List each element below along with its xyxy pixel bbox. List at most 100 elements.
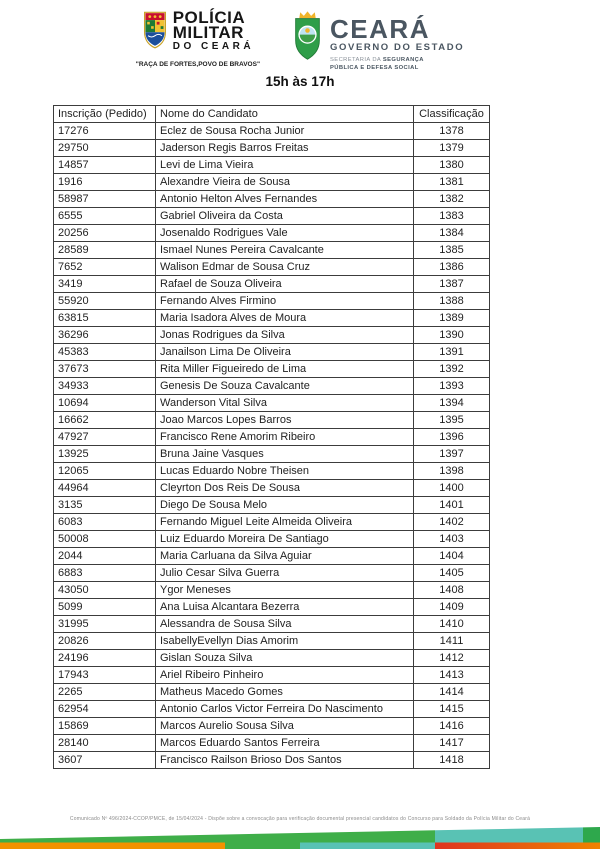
table-row: 16662 Joao Marcos Lopes Barros 1395 (53, 411, 490, 429)
table-body: 17276 Eclez de Sousa Rocha Junior 1378 2… (53, 122, 490, 769)
cell-nome: Alexandre Vieira de Sousa (155, 173, 414, 191)
cell-nome: Ismael Nunes Pereira Cavalcante (155, 241, 414, 259)
table-row: 29750 Jaderson Regis Barros Freitas 1379 (53, 139, 490, 157)
cell-inscricao: 24196 (53, 649, 156, 667)
cell-nome: Alessandra de Sousa Silva (155, 615, 414, 633)
cell-inscricao: 3419 (53, 275, 156, 293)
cell-inscricao: 34933 (53, 377, 156, 395)
table-row: 62954 Antonio Carlos Victor Ferreira Do … (53, 700, 490, 718)
cell-inscricao: 28140 (53, 734, 156, 752)
cell-nome: Wanderson Vital Silva (155, 394, 414, 412)
table-row: 20256 Josenaldo Rodrigues Vale 1384 (53, 224, 490, 242)
table-row: 28140 Marcos Eduardo Santos Ferreira 141… (53, 734, 490, 752)
cell-nome: Josenaldo Rodrigues Vale (155, 224, 414, 242)
table-row: 31995 Alessandra de Sousa Silva 1410 (53, 615, 490, 633)
table-row: 34933 Genesis De Souza Cavalcante 1393 (53, 377, 490, 395)
cell-nome: Luiz Eduardo Moreira De Santiago (155, 530, 414, 548)
cell-classificacao: 1379 (413, 139, 490, 157)
cell-nome: Lucas Eduardo Nobre Theisen (155, 462, 414, 480)
cell-nome: Ariel Ribeiro Pinheiro (155, 666, 414, 684)
cell-nome: Antonio Helton Alves Fernandes (155, 190, 414, 208)
cell-classificacao: 1393 (413, 377, 490, 395)
cell-classificacao: 1390 (413, 326, 490, 344)
table-row: 3419 Rafael de Souza Oliveira 1387 (53, 275, 490, 293)
cell-nome: Cleyrton Dos Reis De Sousa (155, 479, 414, 497)
pmce-logo-block: POLÍCIA MILITAR DO CEARÁ "RAÇA DE FORTES… (136, 8, 260, 68)
col-header-classificacao: Classificação (413, 105, 490, 123)
cell-inscricao: 14857 (53, 156, 156, 174)
pmce-motto: "RAÇA DE FORTES,POVO DE BRAVOS" (135, 61, 261, 68)
cell-classificacao: 1405 (413, 564, 490, 582)
cell-classificacao: 1385 (413, 241, 490, 259)
table-header-row: Inscrição (Pedido) Nome do Candidato Cla… (53, 105, 490, 123)
cell-nome: Walison Edmar de Sousa Cruz (155, 258, 414, 276)
cell-classificacao: 1410 (413, 615, 490, 633)
cell-classificacao: 1418 (413, 751, 490, 769)
table-row: 7652 Walison Edmar de Sousa Cruz 1386 (53, 258, 490, 276)
cell-nome: Antonio Carlos Victor Ferreira Do Nascim… (155, 700, 414, 718)
ceara-shield-icon (292, 8, 323, 68)
cell-inscricao: 28589 (53, 241, 156, 259)
cell-inscricao: 6883 (53, 564, 156, 582)
ceara-title: CEARÁ (330, 14, 430, 44)
cell-nome: IsabellyEvellyn Dias Amorim (155, 632, 414, 650)
cell-inscricao: 43050 (53, 581, 156, 599)
cell-classificacao: 1398 (413, 462, 490, 480)
cell-classificacao: 1382 (413, 190, 490, 208)
table-row: 3135 Diego De Sousa Melo 1401 (53, 496, 490, 514)
table-row: 10694 Wanderson Vital Silva 1394 (53, 394, 490, 412)
table-row: 2265 Matheus Macedo Gomes 1414 (53, 683, 490, 701)
cell-classificacao: 1381 (413, 173, 490, 191)
table-row: 14857 Levi de Lima Vieira 1380 (53, 156, 490, 174)
cell-inscricao: 17943 (53, 666, 156, 684)
cell-inscricao: 55920 (53, 292, 156, 310)
candidates-table: Inscrição (Pedido) Nome do Candidato Cla… (53, 105, 490, 769)
table-row: 44964 Cleyrton Dos Reis De Sousa 1400 (53, 479, 490, 497)
table-row: 55920 Fernando Alves Firmino 1388 (53, 292, 490, 310)
cell-classificacao: 1411 (413, 632, 490, 650)
col-header-nome: Nome do Candidato (155, 105, 414, 123)
cell-inscricao: 16662 (53, 411, 156, 429)
table-row: 2044 Maria Carluana da Silva Aguiar 1404 (53, 547, 490, 565)
cell-inscricao: 3135 (53, 496, 156, 514)
cell-inscricao: 20256 (53, 224, 156, 242)
cell-nome: Marcos Aurelio Sousa Silva (155, 717, 414, 735)
cell-nome: Marcos Eduardo Santos Ferreira (155, 734, 414, 752)
cell-inscricao: 37673 (53, 360, 156, 378)
cell-nome: Matheus Macedo Gomes (155, 683, 414, 701)
table-row: 24196 Gislan Souza Silva 1412 (53, 649, 490, 667)
cell-classificacao: 1404 (413, 547, 490, 565)
cell-inscricao: 31995 (53, 615, 156, 633)
cell-nome: Bruna Jaine Vasques (155, 445, 414, 463)
table-row: 12065 Lucas Eduardo Nobre Theisen 1398 (53, 462, 490, 480)
col-header-inscricao: Inscrição (Pedido) (53, 105, 156, 123)
cell-inscricao: 6083 (53, 513, 156, 531)
table-row: 37673 Rita Miller Figueiredo de Lima 139… (53, 360, 490, 378)
table-row: 63815 Maria Isadora Alves de Moura 1389 (53, 309, 490, 327)
cell-classificacao: 1383 (413, 207, 490, 225)
table-row: 6083 Fernando Miguel Leite Almeida Olive… (53, 513, 490, 531)
table-row: 3607 Francisco Railson Brioso Dos Santos… (53, 751, 490, 769)
table-row: 43050 Ygor Meneses 1408 (53, 581, 490, 599)
cell-inscricao: 1916 (53, 173, 156, 191)
cell-nome: Gislan Souza Silva (155, 649, 414, 667)
cell-nome: Maria Carluana da Silva Aguiar (155, 547, 414, 565)
footer-color-bands (0, 825, 600, 849)
cell-classificacao: 1391 (413, 343, 490, 361)
table-row: 28589 Ismael Nunes Pereira Cavalcante 13… (53, 241, 490, 259)
cell-nome: Joao Marcos Lopes Barros (155, 411, 414, 429)
cell-inscricao: 58987 (53, 190, 156, 208)
cell-nome: Diego De Sousa Melo (155, 496, 414, 514)
cell-inscricao: 50008 (53, 530, 156, 548)
cell-classificacao: 1392 (413, 360, 490, 378)
cell-classificacao: 1397 (413, 445, 490, 463)
pmce-crest-icon (142, 8, 168, 58)
cell-classificacao: 1401 (413, 496, 490, 514)
table-row: 47927 Francisco Rene Amorim Ribeiro 1396 (53, 428, 490, 446)
ceara-secretariat: SECRETARIA DA SEGURANÇA PÚBLICA E DEFESA… (330, 57, 424, 71)
footer-notice: Comunicado Nº 496/2024-CCOP/PMCE, de 15/… (69, 816, 531, 822)
cell-inscricao: 5099 (53, 598, 156, 616)
cell-inscricao: 3607 (53, 751, 156, 769)
cell-inscricao: 63815 (53, 309, 156, 327)
cell-inscricao: 44964 (53, 479, 156, 497)
